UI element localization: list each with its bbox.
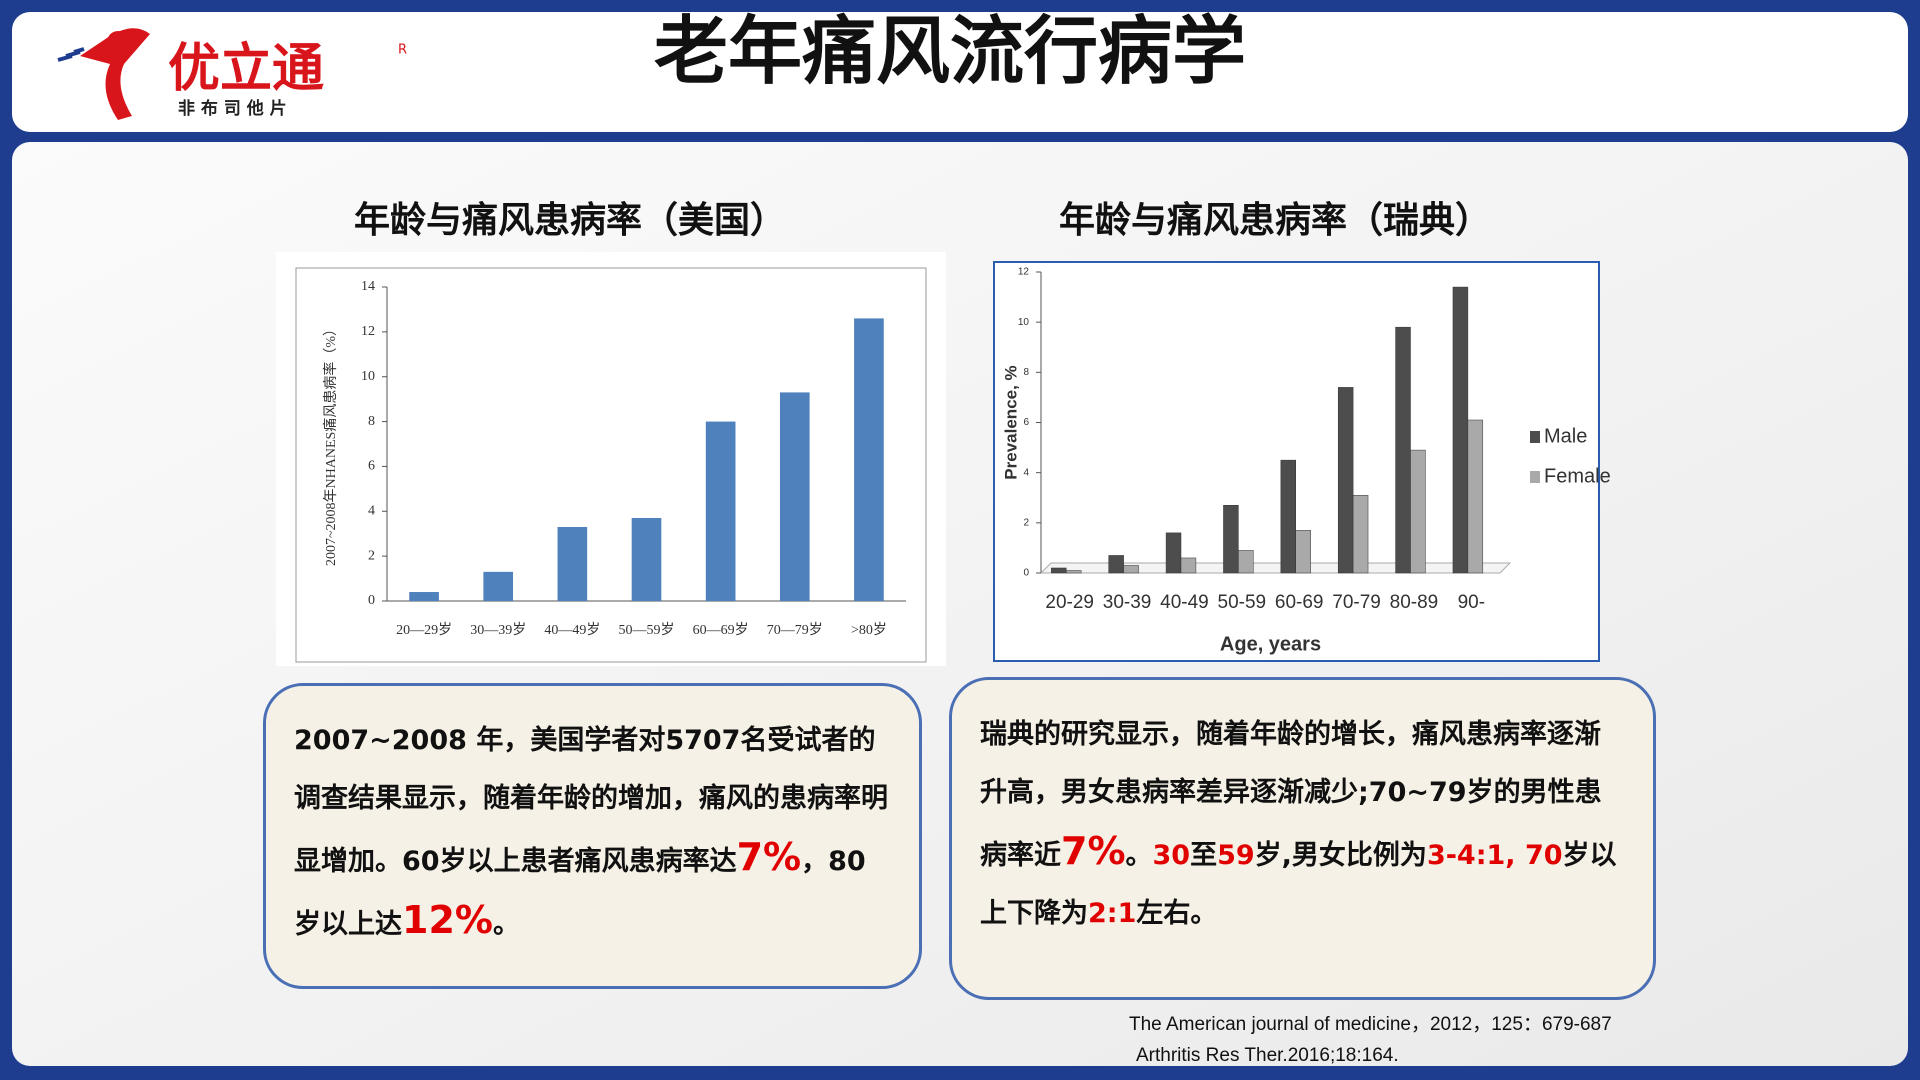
x-tick-label: 40—49岁 (544, 622, 600, 638)
bar (779, 392, 810, 601)
x-tick-label: 70-79 (1332, 592, 1381, 613)
y-tick-label: 12 (1018, 267, 1030, 278)
bar (1352, 494, 1369, 574)
y-tick-label: 8 (368, 414, 375, 429)
y-tick-label: 12 (361, 324, 375, 339)
note-text: ，80岁以上达 (294, 846, 866, 940)
chart-title: 年龄与痛风患病率（瑞典） (1059, 200, 1491, 241)
x-axis-label: Age, years (1220, 633, 1321, 655)
y-tick-label: 10 (361, 369, 375, 384)
bar (1295, 530, 1311, 574)
y-tick-label: 6 (1023, 417, 1029, 428)
reference: Arthritis Res Ther.2016;18:164. (1136, 1045, 1399, 1066)
y-tick-label: 8 (1023, 367, 1029, 378)
reference: The American journal of medicine，2012，12… (1129, 1014, 1612, 1035)
note-text: 12% (402, 898, 493, 942)
bar (1410, 449, 1426, 574)
y-tick-label: 2 (1023, 517, 1029, 528)
x-tick-label: 50-59 (1218, 592, 1267, 613)
bar (1452, 286, 1469, 574)
legend-swatch (1530, 431, 1540, 443)
logo-text: 优立通 (168, 39, 324, 99)
logo: 优立通 R 非 布 司 他 片 (57, 28, 407, 121)
x-tick-label: 60—69岁 (693, 622, 749, 638)
y-tick-label: 0 (368, 593, 375, 608)
note-text: 。 (1125, 840, 1153, 871)
note-box: 2007~2008 年，美国学者对5707名受试者的调查结果显示，随着年龄的增加… (263, 683, 922, 989)
x-tick-label: 40-49 (1160, 592, 1209, 613)
chart-frame (295, 267, 927, 663)
y-tick-label: 4 (368, 504, 375, 519)
note-text: 。 (492, 909, 520, 940)
bar (1395, 326, 1411, 574)
bar (705, 421, 736, 601)
y-axis-label: Prevalence, % (1001, 365, 1020, 479)
y-tick-label: 6 (368, 459, 375, 474)
note-text: 7% (1061, 829, 1126, 873)
bar (1180, 557, 1197, 574)
bar (1108, 555, 1124, 574)
note-text: 7% (736, 835, 802, 879)
bar (409, 592, 439, 601)
bar (1123, 565, 1139, 574)
chart-title: 年龄与痛风患病率（美国） (354, 200, 786, 241)
legend-label: Male (1544, 425, 1587, 447)
bar (1065, 570, 1082, 574)
y-tick-label: 0 (1023, 568, 1029, 579)
bar (1337, 387, 1354, 574)
y-tick-label: 10 (1018, 317, 1030, 328)
x-tick-label: 20—29岁 (396, 622, 452, 638)
slide-title: 老年痛风流行病学 (654, 9, 1246, 95)
logo-subtitle: 非 布 司 他 片 (178, 98, 287, 119)
x-tick-label: 70—79岁 (767, 622, 823, 638)
y-tick-label: 4 (1023, 467, 1029, 478)
note-text: 59 (1217, 840, 1255, 871)
note-text: 岁以上下降为 (980, 840, 1617, 929)
x-tick-label: 30—39岁 (470, 622, 526, 638)
note-text: 左右。 (1136, 898, 1218, 929)
note-text: 2007~2008 年，美国学者对5707名受试者的调查结果显示，随着年龄的增加… (294, 725, 888, 877)
x-tick-label: 20-29 (1045, 592, 1094, 613)
bar (1280, 459, 1296, 574)
legend-label: Female (1544, 465, 1611, 487)
note-text: 3-4:1, 70 (1426, 840, 1563, 871)
y-tick-label: 14 (361, 279, 375, 294)
note-box: 瑞典的研究显示，随着年龄的增长，痛风患病率逐渐升高，男女患病率差异逐渐减少;70… (949, 677, 1656, 1000)
y-axis-label: 2007~2008年NHANES痛风患病率（%） (322, 322, 339, 566)
x-tick-label: 50—59岁 (619, 622, 675, 638)
bar (1467, 419, 1484, 574)
bar (854, 318, 884, 601)
bar (1165, 532, 1182, 574)
bar (557, 526, 588, 601)
note-text: 至 (1190, 840, 1218, 871)
x-tick-label: >80岁 (851, 622, 887, 638)
note-text: 30 (1152, 840, 1191, 871)
note-text: 岁,男女比例为 (1254, 840, 1427, 871)
bar (1238, 550, 1254, 574)
chart-frame (993, 261, 1600, 662)
legend-swatch (1530, 471, 1540, 483)
note-text: 2:1 (1088, 898, 1137, 929)
x-tick-label: 80-89 (1390, 592, 1439, 613)
x-tick-label: 90- (1458, 592, 1485, 613)
bar (483, 571, 514, 601)
y-tick-label: 2 (368, 548, 375, 563)
logo-mark: R (398, 43, 407, 58)
x-tick-label: 60-69 (1275, 592, 1324, 613)
x-tick-label: 30-39 (1103, 592, 1152, 613)
note-text: 瑞典的研究显示，随着年龄的增长，痛风患病率逐渐升高，男女患病率差异逐渐减少;70… (980, 719, 1602, 871)
header-panel (12, 12, 1908, 132)
bar (1223, 505, 1239, 574)
bar (631, 518, 662, 601)
bar (1051, 567, 1067, 574)
